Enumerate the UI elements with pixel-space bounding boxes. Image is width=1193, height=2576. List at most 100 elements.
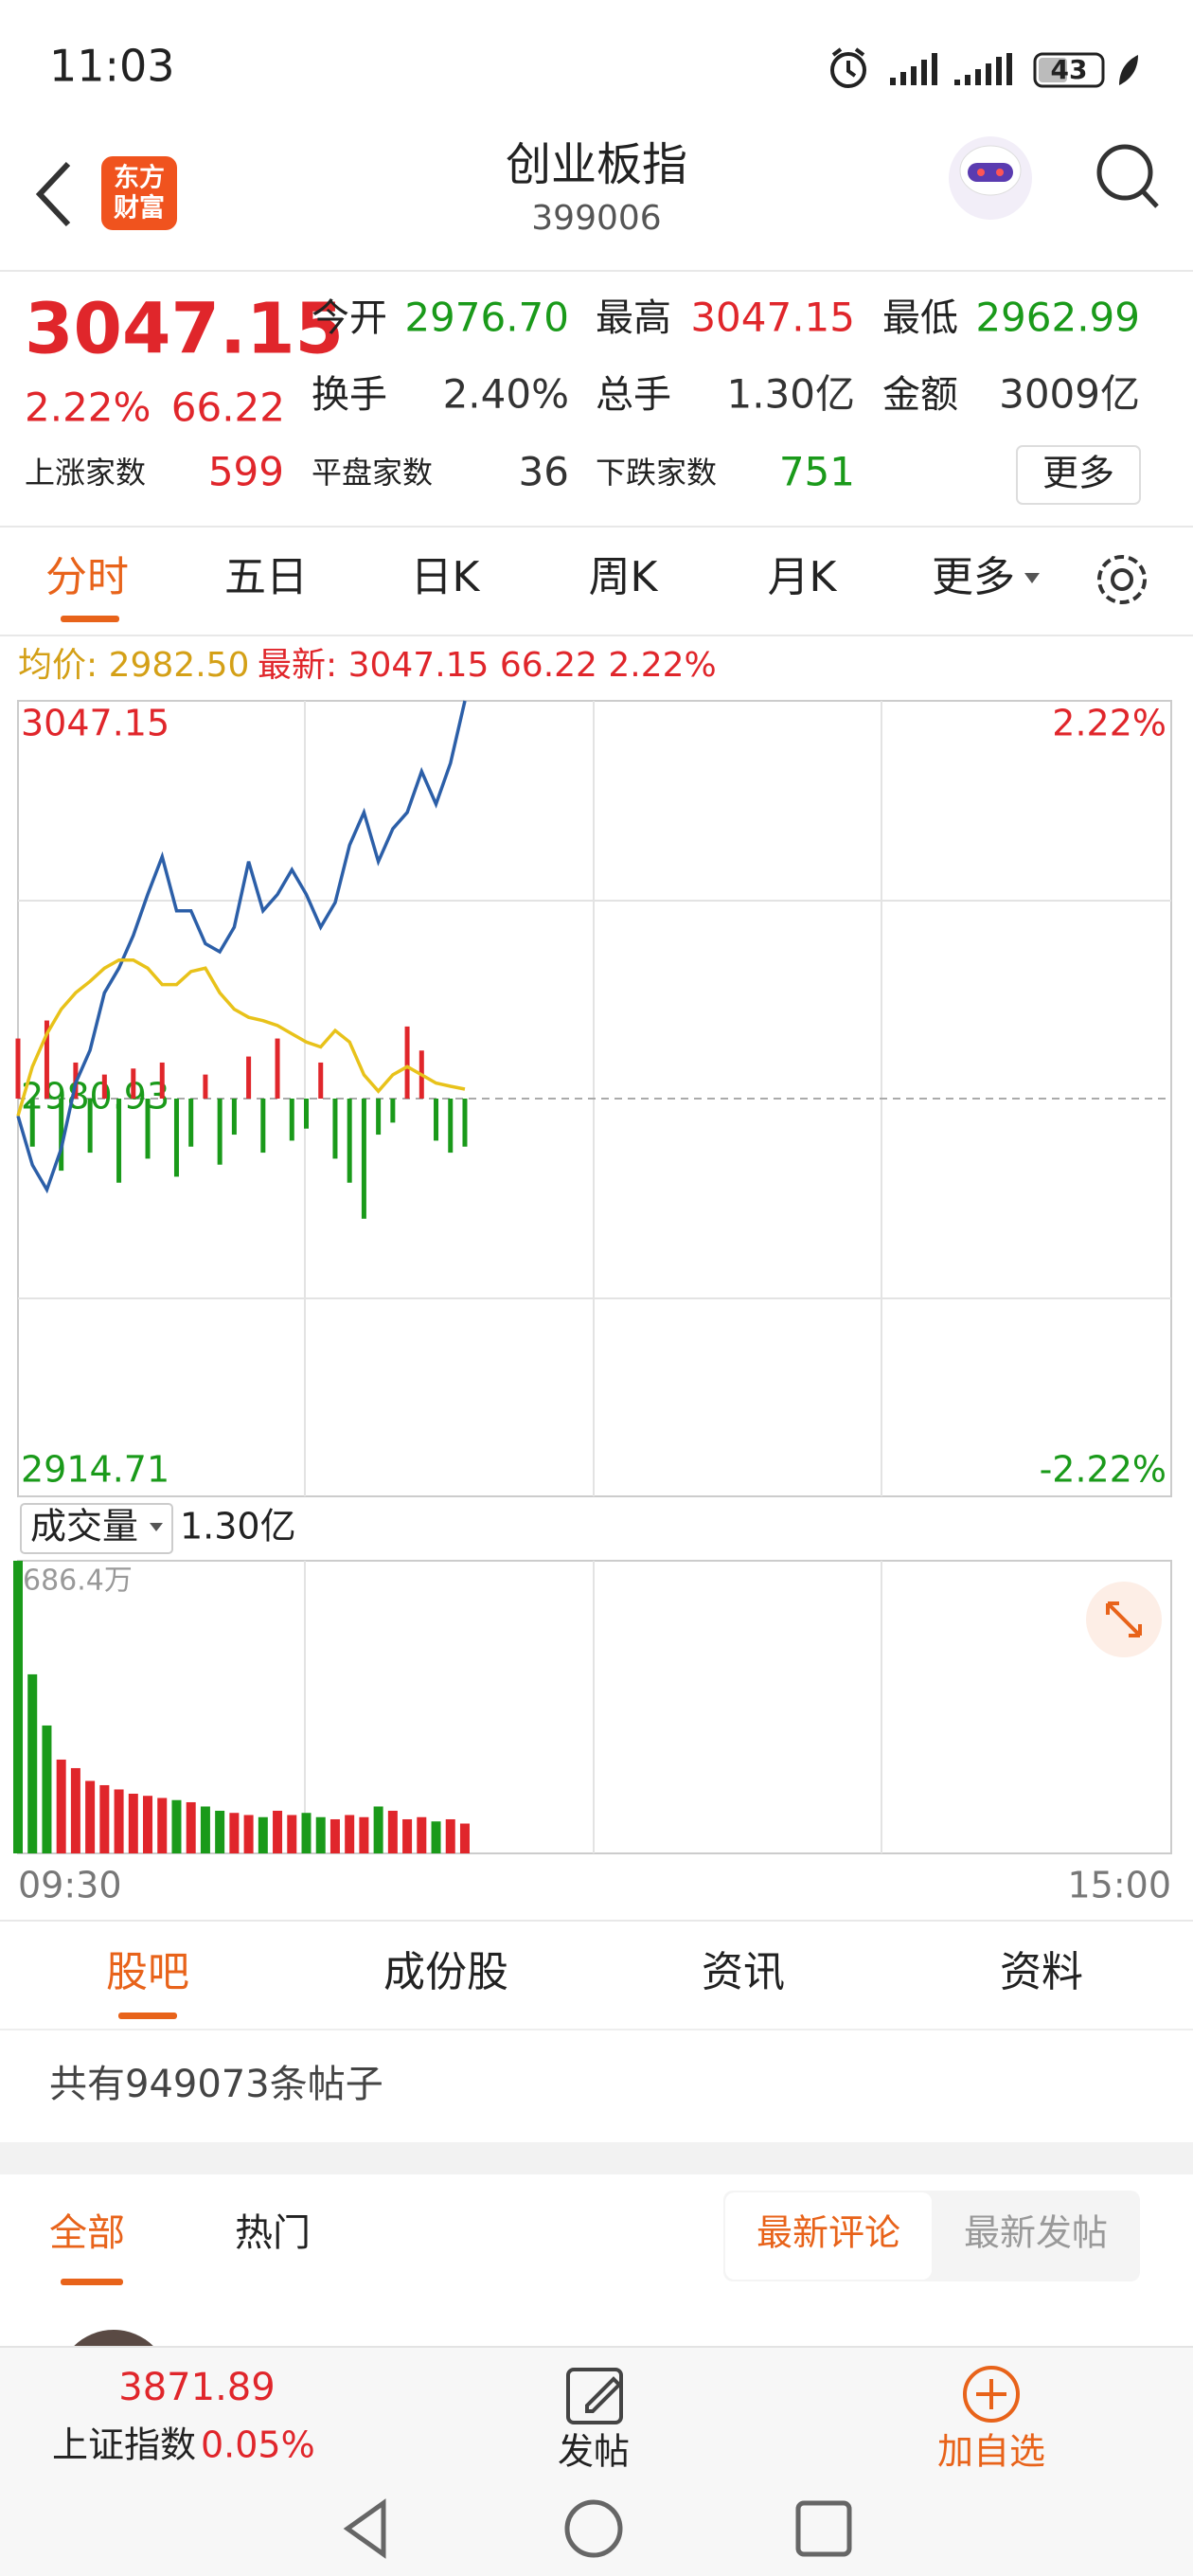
volume-bar bbox=[70, 1767, 80, 1853]
price: 3047.15 bbox=[25, 289, 344, 370]
footer-bar bbox=[0, 2347, 1193, 2576]
stat-value: 2962.99 bbox=[975, 295, 1140, 341]
search-button[interactable] bbox=[1096, 144, 1159, 208]
volume-bar bbox=[13, 1561, 23, 1853]
section-tab[interactable]: 股吧 bbox=[106, 1948, 189, 1996]
change-bar bbox=[434, 1099, 439, 1141]
change-bar bbox=[173, 1099, 179, 1177]
volume-bar bbox=[128, 1793, 138, 1853]
index-name[interactable]: 上证指数 bbox=[52, 2424, 196, 2466]
watch-icon[interactable] bbox=[963, 2366, 1020, 2423]
chart-tab[interactable]: 更多 bbox=[932, 553, 1015, 601]
charts: 3047.152980.932914.712.22%-2.22%686.4万09… bbox=[13, 700, 1171, 1906]
change-bar bbox=[390, 1099, 396, 1123]
index-value[interactable]: 3871.89 bbox=[118, 2366, 275, 2409]
volume-bar bbox=[99, 1784, 110, 1853]
indicator-select[interactable] bbox=[20, 1503, 173, 1554]
change-bar bbox=[231, 1099, 237, 1136]
breadth-value: 751 bbox=[779, 449, 855, 495]
chart-tab[interactable]: 五日 bbox=[224, 553, 308, 601]
chart-tab[interactable]: 周K bbox=[589, 553, 659, 601]
volume-bar bbox=[329, 1818, 340, 1853]
change-bar bbox=[361, 1099, 366, 1219]
leaf-icon bbox=[1119, 55, 1138, 85]
post-label[interactable]: 发帖 bbox=[558, 2431, 630, 2473]
index-change[interactable]: 0.05% bbox=[201, 2424, 315, 2466]
volume-bar bbox=[273, 1810, 283, 1853]
x-tick-label: 15:00 bbox=[1067, 1865, 1171, 1906]
post-icon[interactable] bbox=[566, 2368, 623, 2424]
volume-bar bbox=[345, 1815, 355, 1853]
section-tab[interactable]: 资料 bbox=[1000, 1948, 1083, 1996]
change-bar bbox=[404, 1026, 410, 1099]
x-tick-label: 09:30 bbox=[18, 1865, 122, 1906]
separator bbox=[0, 2142, 1193, 2174]
chart-tab[interactable]: 日K bbox=[411, 553, 481, 601]
latest-info: 最新: 3047.15 66.22 2.22% bbox=[258, 646, 717, 685]
volume-bar bbox=[157, 1798, 168, 1853]
breadth-value: 36 bbox=[519, 449, 569, 495]
breadth-label: 平盘家数 bbox=[312, 455, 433, 491]
volume-bar bbox=[42, 1725, 52, 1853]
volume-bar bbox=[315, 1816, 326, 1853]
change-bar bbox=[203, 1074, 208, 1099]
volume-bar bbox=[200, 1806, 210, 1853]
y-tick-label: 2914.71 bbox=[21, 1449, 169, 1491]
post-count: 共有949073条帖子 bbox=[49, 2063, 383, 2106]
section-tabs: 股吧 成份股 资讯 资料 bbox=[106, 1948, 1083, 1996]
volume-bar bbox=[258, 1816, 268, 1853]
breadth-value: 599 bbox=[208, 449, 284, 495]
breadth-label: 下跌家数 bbox=[596, 455, 717, 491]
indicator-name[interactable]: 成交量 bbox=[30, 1506, 138, 1547]
logo-text: 财富 bbox=[114, 193, 165, 224]
breadth-label: 上涨家数 bbox=[25, 455, 146, 491]
nav-bar bbox=[343, 2498, 852, 2559]
status-time: 11:03 bbox=[49, 41, 175, 92]
sort-active bbox=[725, 2192, 932, 2280]
change-bar bbox=[462, 1099, 468, 1147]
volume-bar bbox=[359, 1816, 369, 1853]
stat-value: 1.30亿 bbox=[726, 371, 855, 418]
volume-bar bbox=[301, 1813, 312, 1853]
section-tab[interactable]: 成份股 bbox=[383, 1948, 508, 1996]
change-bar bbox=[318, 1062, 324, 1099]
battery bbox=[1033, 52, 1105, 88]
watch-label[interactable]: 加自选 bbox=[937, 2431, 1045, 2473]
volume-bar bbox=[373, 1806, 383, 1853]
filter-tab[interactable]: 热门 bbox=[235, 2211, 311, 2255]
change-bar bbox=[29, 1099, 35, 1147]
status-icons bbox=[830, 47, 866, 88]
more-text[interactable]: 更多 bbox=[1042, 453, 1114, 494]
avg-info: 均价: 2982.50 bbox=[18, 646, 249, 685]
dropdown-arrow bbox=[150, 1523, 163, 1531]
change-bar bbox=[289, 1099, 294, 1141]
back-button[interactable] bbox=[35, 161, 71, 227]
filter-tab[interactable]: 全部 bbox=[49, 2211, 125, 2255]
expand-button[interactable] bbox=[1086, 1582, 1162, 1657]
assistant-avatar[interactable] bbox=[949, 136, 1032, 220]
change-bar bbox=[188, 1099, 194, 1147]
tab-underline bbox=[118, 2012, 177, 2019]
chart-tab[interactable]: 分时 bbox=[45, 553, 129, 601]
change-bar bbox=[15, 1038, 21, 1099]
volume-bar bbox=[431, 1821, 441, 1853]
stat-value: 2976.70 bbox=[404, 295, 569, 341]
volume-bar bbox=[445, 1818, 455, 1853]
change-bar bbox=[304, 1099, 309, 1129]
volume-bar bbox=[143, 1796, 153, 1853]
change-bar bbox=[332, 1099, 338, 1159]
volume-bar bbox=[387, 1810, 398, 1853]
change-bar bbox=[376, 1099, 382, 1136]
section-tab[interactable]: 资讯 bbox=[702, 1948, 785, 1996]
sort-option[interactable]: 最新评论 bbox=[757, 2212, 900, 2254]
y2-tick-label: 2.22% bbox=[1052, 703, 1166, 744]
change-bar bbox=[59, 1099, 64, 1172]
volume-bar bbox=[402, 1818, 413, 1853]
more-button[interactable] bbox=[1016, 445, 1141, 505]
chart-tab[interactable]: 月K bbox=[768, 553, 838, 601]
sort-option[interactable]: 最新发帖 bbox=[964, 2212, 1108, 2254]
settings-button[interactable] bbox=[1097, 555, 1147, 604]
code: 399006 bbox=[531, 199, 661, 238]
change-bar bbox=[87, 1099, 93, 1154]
